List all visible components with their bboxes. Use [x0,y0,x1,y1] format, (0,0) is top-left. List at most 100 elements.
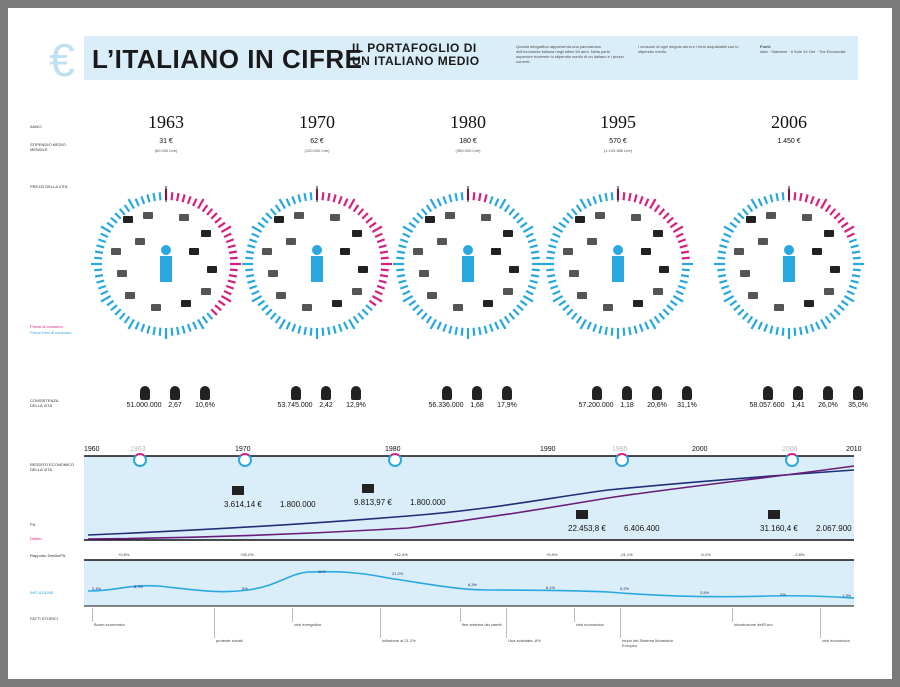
salary-value: 180 € [459,138,477,145]
goods-icon [268,270,278,277]
child-icon [622,386,632,400]
elder-icon [823,386,833,400]
goods-icon [577,292,587,299]
child-icon [321,386,331,400]
stat-children: 1,41 [791,402,805,409]
goods-icon [659,266,669,273]
event-label: fine sistema dei cambi [462,622,502,627]
ratio-value: -2,8% [794,552,805,557]
debt-line [87,465,855,540]
goods-icon [302,304,312,311]
goods-icon [453,304,463,311]
timeline-year: 1980 [385,446,401,453]
elder-icon [502,386,512,400]
goods-icon [483,300,493,307]
money-icon [768,510,780,519]
child-icon [472,386,482,400]
goods-icon [151,304,161,311]
year-title: 1963 [148,112,184,132]
inflation-band [84,560,854,606]
gdp-value: 31.160,4 € [760,524,798,533]
goods-icon [804,300,814,307]
goods-icon [358,266,368,273]
goods-icon [631,214,641,221]
ppl-icon [763,386,773,400]
price-dial [714,186,864,339]
person-icon [161,245,171,255]
svg-text:€: € [49,38,75,82]
year-title: 1995 [600,112,636,132]
goods-icon [352,230,362,237]
inflation-value: 6,3% [134,584,144,589]
goods-icon [774,304,784,311]
goods-icon [575,216,585,223]
timeline-marker[interactable] [785,453,799,467]
goods-icon [746,216,756,223]
inflation-value: 6,3% [468,582,478,587]
row-label-stipendio: STIPENDIO MEDIO MENSILE [30,142,66,152]
goods-icon [633,300,643,307]
stat-pct1: 12,9% [346,402,366,409]
person-icon [784,245,794,255]
stat-pct2: 31,1% [677,402,697,409]
goods-icon [189,248,199,255]
salary-value: 31 € [159,138,173,145]
event-tick [92,608,93,622]
goods-icon [340,248,350,255]
stat-pct1: 17,9% [497,402,517,409]
goods-icon [207,266,217,273]
page-title: L’ITALIANO IN CIFRE [92,44,363,74]
inflation-value: 1,3% [842,593,852,598]
event-tick [380,608,381,638]
event-tick [620,608,621,638]
event-label: proteste sociali [216,638,243,643]
page-subtitle: IL PORTAFOGLIO DI UN ITALIANO MEDIO [352,41,480,68]
elder-icon [200,386,210,400]
timeline-year: 2006 [782,446,798,453]
intro-text-2: I consumi di ogni singolo anno e i beni … [638,44,739,54]
legend-blue: Prezzi beni di consumo [30,330,72,335]
timeline-marker[interactable] [238,453,252,467]
goods-icon [413,248,423,255]
stat-pop: 51.000.000 [126,402,162,409]
goods-icon [748,292,758,299]
goods-icon [481,214,491,221]
timeline-marker[interactable] [615,453,629,467]
goods-icon [294,212,304,219]
goods-icon [812,248,822,255]
stat-children: 2,42 [319,402,333,409]
stat-pop: 57.200.000 [578,402,614,409]
goods-icon [262,248,272,255]
child-icon [170,386,180,400]
pil-line [87,469,855,536]
goods-icon [419,270,429,277]
goods-icon [734,248,744,255]
salary-value: 62 € [310,138,324,145]
goods-icon [332,300,342,307]
salary-lire: (120.000 Lire) [304,148,330,153]
stat-pct1: 20,6% [647,402,667,409]
goods-icon [509,266,519,273]
ppl-icon [442,386,452,400]
event-label: crisi energetica [294,622,321,627]
goods-icon [181,300,191,307]
timeline-year: 1960 [84,446,100,453]
goods-icon [352,288,362,295]
goods-icon [143,212,153,219]
timeline-marker[interactable] [388,453,402,467]
goods-icon [427,292,437,299]
label-debt: Debito [30,536,42,541]
timeline-marker[interactable] [133,453,147,467]
goods-icon [117,270,127,277]
ratio-value: +0,5% [118,552,130,557]
money-icon [576,510,588,519]
child-icon [793,386,803,400]
goods-icon [125,292,135,299]
goods-icon [569,270,579,277]
event-tick [214,608,215,638]
event-tick [574,608,575,622]
event-tick [506,608,507,638]
gdp-value: 22.453,8 € [568,524,606,533]
year-title: 1970 [299,112,335,132]
goods-icon [503,230,513,237]
